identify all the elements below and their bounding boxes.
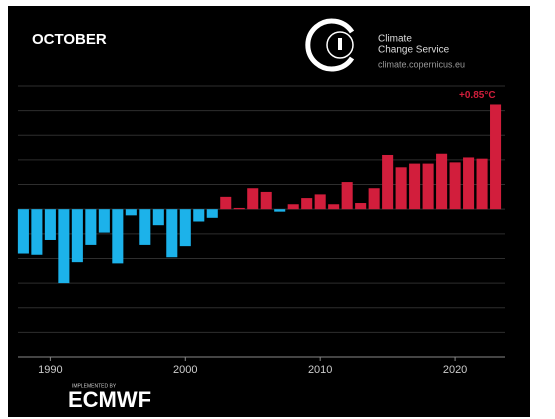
bar bbox=[328, 204, 340, 210]
bar bbox=[355, 203, 367, 210]
bar bbox=[247, 188, 259, 210]
brand-line2: Change Service bbox=[378, 45, 450, 56]
bar bbox=[476, 158, 488, 210]
logo-cloud bbox=[326, 31, 354, 59]
bar bbox=[152, 209, 164, 226]
copernicus-logo bbox=[305, 18, 355, 72]
bar bbox=[206, 209, 218, 218]
implemented-by: IMPLEMENTED BY bbox=[72, 383, 117, 389]
bar bbox=[463, 157, 475, 210]
brand-url: climate.copernicus.eu bbox=[378, 59, 465, 69]
ecmwf-logo: ECMWF bbox=[68, 387, 151, 412]
bar bbox=[287, 204, 299, 210]
bar bbox=[409, 163, 421, 210]
bar bbox=[71, 209, 83, 263]
bar bbox=[166, 209, 178, 258]
value-label: +0.85°C bbox=[459, 90, 496, 101]
bar bbox=[98, 209, 110, 233]
bar bbox=[58, 209, 70, 284]
bar bbox=[17, 209, 29, 254]
bar bbox=[341, 182, 353, 210]
brand-line1: Climate bbox=[378, 34, 412, 45]
bar bbox=[436, 153, 448, 210]
logo-arc bbox=[305, 18, 355, 72]
bar bbox=[260, 191, 272, 210]
bar bbox=[449, 162, 461, 210]
bar bbox=[368, 188, 380, 210]
bar bbox=[422, 163, 434, 210]
bar bbox=[193, 209, 205, 222]
x-tick-label: 2010 bbox=[308, 364, 332, 376]
bar bbox=[490, 104, 502, 210]
chart-title: OCTOBER bbox=[32, 31, 107, 48]
bar bbox=[233, 207, 245, 210]
bar bbox=[44, 209, 56, 240]
bar bbox=[301, 198, 313, 210]
bar bbox=[274, 209, 286, 212]
bar bbox=[112, 209, 124, 264]
bar bbox=[125, 209, 137, 216]
x-tick-label: 1990 bbox=[38, 364, 62, 376]
bar bbox=[139, 209, 151, 245]
bar bbox=[395, 167, 407, 210]
x-tick-label: 2000 bbox=[173, 364, 197, 376]
bar bbox=[220, 196, 232, 210]
bar bbox=[85, 209, 97, 245]
bar bbox=[31, 209, 43, 255]
bar bbox=[314, 194, 326, 210]
logo-thermometer bbox=[338, 38, 342, 50]
bar bbox=[382, 154, 394, 210]
x-tick-label: 2020 bbox=[443, 364, 467, 376]
bar bbox=[179, 209, 191, 247]
